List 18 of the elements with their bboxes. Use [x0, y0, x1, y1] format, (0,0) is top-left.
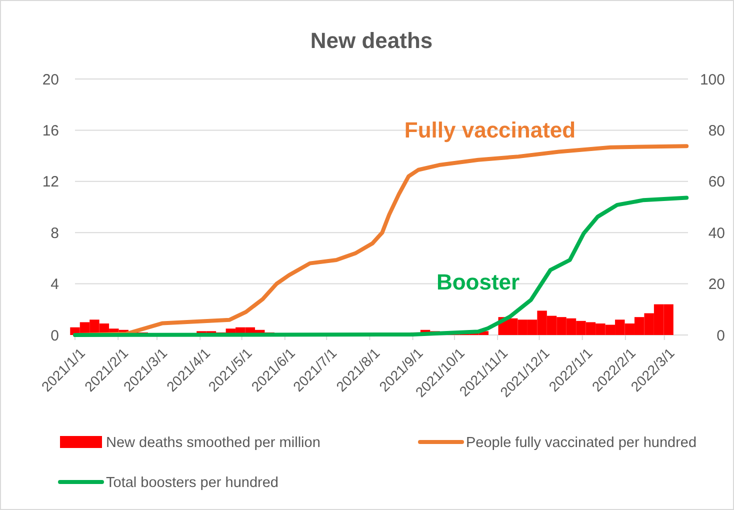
- y2-tick-label: 20: [708, 276, 725, 294]
- y2-tick-label: 60: [708, 174, 725, 191]
- y-tick-label: 8: [50, 224, 59, 242]
- annotation: Booster: [436, 270, 520, 295]
- chart-title: New deaths: [310, 28, 433, 53]
- y2-tick-label: 100: [700, 71, 725, 88]
- y-tick-label: 0: [50, 327, 59, 344]
- legend-label: New deaths smoothed per million: [106, 435, 320, 452]
- y2-tick-label: 0: [716, 327, 725, 344]
- y2-tick-label: 80: [708, 122, 725, 140]
- y-tick-label: 4: [50, 276, 59, 294]
- y-tick-label: 12: [42, 174, 59, 191]
- annotation: Fully vaccinated: [404, 118, 576, 143]
- legend-label: Total boosters per hundred: [106, 475, 278, 492]
- y-tick-label: 20: [42, 71, 59, 88]
- legend-label: People fully vaccinated per hundred: [466, 435, 697, 452]
- y2-tick-label: 40: [708, 224, 725, 242]
- y-tick-label: 16: [42, 122, 59, 140]
